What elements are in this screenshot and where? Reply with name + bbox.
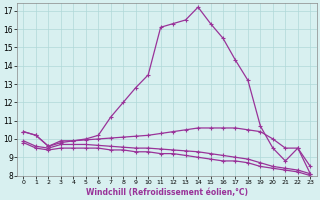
X-axis label: Windchill (Refroidissement éolien,°C): Windchill (Refroidissement éolien,°C) — [86, 188, 248, 197]
